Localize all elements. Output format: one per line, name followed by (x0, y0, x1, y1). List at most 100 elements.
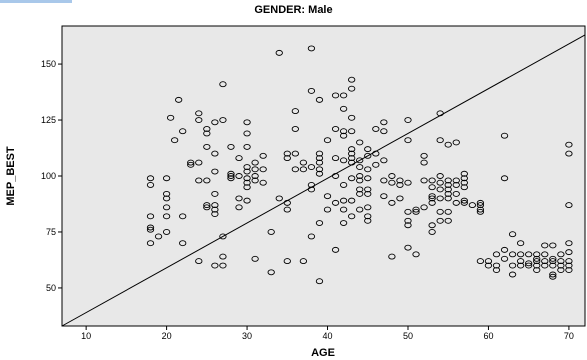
data-point (315, 96, 324, 103)
data-point (492, 262, 501, 269)
data-point (404, 208, 412, 215)
data-point (291, 126, 299, 132)
data-point (331, 199, 340, 206)
data-point (339, 182, 348, 188)
data-point (404, 222, 412, 229)
data-point (195, 258, 203, 265)
data-point (516, 240, 525, 247)
x-tick-label: 70 (564, 331, 574, 341)
data-point (500, 175, 509, 182)
data-point (195, 159, 203, 166)
data-point (315, 155, 324, 162)
data-point (420, 204, 428, 211)
data-point (364, 186, 372, 193)
data-point (420, 177, 428, 184)
data-point (162, 213, 171, 220)
x-tick-label: 20 (162, 331, 172, 341)
data-point (508, 271, 517, 278)
data-point (557, 262, 565, 269)
data-point (428, 229, 436, 235)
data-point (146, 240, 155, 247)
data-point (444, 208, 452, 215)
data-point (525, 251, 533, 258)
data-point (356, 157, 364, 164)
data-point (444, 217, 452, 224)
data-point (565, 249, 573, 256)
data-point (315, 220, 324, 226)
data-point (372, 126, 380, 132)
data-point (500, 132, 509, 139)
data-point (339, 92, 348, 99)
data-point (484, 258, 493, 265)
data-point (299, 166, 308, 173)
data-point (307, 182, 316, 188)
data-point (436, 217, 444, 224)
data-point (243, 184, 251, 191)
data-point (436, 110, 444, 117)
data-point (436, 208, 444, 215)
data-point (243, 164, 251, 170)
y-tick-label: 125 (41, 115, 56, 125)
data-point (500, 255, 509, 262)
data-point (404, 179, 412, 186)
data-point (549, 255, 557, 262)
data-point (533, 258, 541, 265)
data-point (179, 213, 187, 220)
data-point (251, 166, 259, 173)
data-point (388, 199, 396, 206)
data-point (203, 130, 211, 137)
x-tick-label: 50 (403, 331, 413, 341)
data-point (396, 195, 404, 202)
data-point (307, 186, 316, 193)
data-point (412, 251, 420, 258)
data-point (146, 175, 155, 182)
data-point (154, 233, 163, 240)
data-point (508, 251, 517, 258)
data-point (444, 177, 452, 184)
data-point (211, 168, 219, 175)
data-point (516, 258, 525, 265)
data-point (348, 150, 356, 157)
data-point (476, 206, 485, 213)
data-point (195, 110, 203, 117)
data-point (436, 173, 444, 179)
data-point (565, 202, 573, 209)
data-point (508, 231, 517, 238)
data-point (549, 262, 557, 269)
data-point (283, 206, 291, 213)
data-point (267, 229, 275, 235)
data-point (339, 157, 348, 164)
data-point (428, 222, 436, 229)
data-point (380, 177, 388, 184)
data-point (428, 184, 436, 191)
data-point (315, 150, 324, 157)
data-point (380, 119, 388, 126)
data-point (235, 155, 243, 162)
data-point (162, 204, 171, 211)
data-point (315, 278, 324, 285)
data-points (146, 45, 573, 285)
data-point (291, 108, 299, 115)
data-point (533, 262, 541, 269)
data-point (211, 119, 219, 126)
data-point (492, 267, 501, 273)
data-point (243, 168, 251, 175)
data-point (476, 208, 485, 215)
data-point (348, 85, 356, 92)
data-point (348, 76, 356, 83)
data-point (323, 137, 332, 144)
data-point (460, 197, 468, 204)
data-point (187, 159, 195, 166)
data-point (203, 202, 211, 209)
data-point (565, 258, 573, 265)
data-point (356, 206, 364, 213)
data-point (146, 226, 155, 233)
data-point (348, 114, 356, 121)
data-point (299, 159, 308, 166)
data-point (227, 143, 235, 150)
data-point (549, 242, 557, 249)
data-point (565, 262, 573, 269)
data-point (476, 202, 485, 209)
y-axis-ticks: 50 75 100 125 150 (41, 59, 62, 293)
